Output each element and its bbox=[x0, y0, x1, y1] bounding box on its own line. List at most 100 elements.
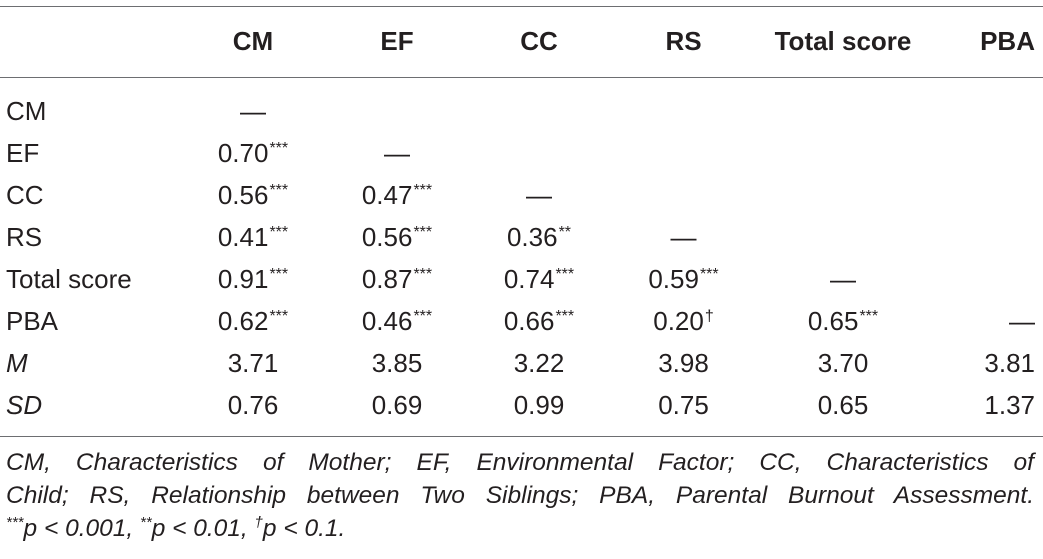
table-cell bbox=[929, 132, 1043, 174]
cell-value: — bbox=[1009, 305, 1035, 336]
cell-value: 0.69 bbox=[371, 389, 423, 420]
significance-mark: *** bbox=[413, 307, 433, 325]
table-cell: 0.66*** bbox=[468, 300, 610, 342]
table-cell: — bbox=[180, 76, 326, 132]
table-cell: — bbox=[610, 216, 757, 258]
table-row: Total score 0.91*** 0.87*** 0.74*** 0.59*** — bbox=[0, 258, 1043, 300]
significance-text: p < 0.1. bbox=[262, 515, 346, 542]
correlation-table: CM EF CC RS Total score PBA CM — EF 0.70*** — CC 0.… bbox=[0, 0, 1043, 426]
significance-mark: ** bbox=[140, 514, 152, 531]
table-cell: 0.69 bbox=[326, 384, 468, 426]
header-cell-blank bbox=[0, 0, 180, 76]
table-row: PBA 0.62*** 0.46*** 0.66*** 0.20† 0.65*** — bbox=[0, 300, 1043, 342]
cell-value: 0.87 bbox=[361, 263, 413, 294]
table-cell: 0.65*** bbox=[757, 300, 929, 342]
cell-value: — bbox=[830, 263, 856, 294]
cell-value: 0.91 bbox=[217, 263, 269, 294]
bottom-rule bbox=[0, 436, 1043, 437]
table-cell: 0.76 bbox=[180, 384, 326, 426]
cell-value: 0.56 bbox=[217, 179, 269, 210]
cell-value: 0.59 bbox=[648, 263, 699, 294]
significance-mark: *** bbox=[269, 139, 289, 157]
cell-value: 3.70 bbox=[817, 347, 869, 378]
significance-mark: *** bbox=[269, 265, 289, 283]
significance-mark: *** bbox=[269, 307, 289, 325]
table-body: CM — EF 0.70*** — CC 0.56*** 0.47*** — RS 0.41*** 0… bbox=[0, 76, 1043, 426]
cell-value: 0.36 bbox=[506, 221, 558, 252]
footnote-line-1: CM, Characteristics of Mother; EF, Envir… bbox=[6, 449, 1034, 476]
footnote-line-3: ***p < 0.001, **p < 0.01, †p < 0.1. bbox=[6, 512, 1034, 545]
column-header: CM bbox=[232, 25, 274, 56]
significance-mark: *** bbox=[269, 223, 289, 241]
table-cell: 3.81 bbox=[929, 342, 1043, 384]
table-cell bbox=[757, 216, 929, 258]
cell-value: 0.20 bbox=[653, 305, 704, 336]
table-cell: 0.56*** bbox=[180, 174, 326, 216]
table-cell: — bbox=[326, 132, 468, 174]
table-cell: 0.20† bbox=[610, 300, 757, 342]
table-cell: 3.85 bbox=[326, 342, 468, 384]
cell-value: 0.62 bbox=[217, 305, 269, 336]
significance-mark: *** bbox=[269, 181, 289, 199]
cell-value: 0.76 bbox=[227, 389, 279, 420]
significance-mark: † bbox=[254, 514, 263, 531]
significance-mark: *** bbox=[413, 223, 433, 241]
significance-mark: † bbox=[704, 307, 714, 325]
table-cell: 0.91*** bbox=[180, 258, 326, 300]
row-label: RS bbox=[6, 221, 43, 252]
table-cell bbox=[757, 76, 929, 132]
row-label: SD bbox=[6, 389, 43, 420]
row-label: CC bbox=[6, 179, 44, 210]
significance-mark: *** bbox=[413, 265, 433, 283]
table-cell bbox=[929, 258, 1043, 300]
significance-mark: ** bbox=[558, 223, 572, 241]
row-label: Total score bbox=[6, 263, 132, 294]
table-cell: 0.75 bbox=[610, 384, 757, 426]
table-cell bbox=[610, 76, 757, 132]
table-row: CC 0.56*** 0.47*** — bbox=[0, 174, 1043, 216]
table-cell: 1.37 bbox=[929, 384, 1043, 426]
cell-value: 0.70 bbox=[217, 137, 269, 168]
column-header: EF bbox=[380, 25, 414, 56]
table-cell bbox=[757, 174, 929, 216]
table-cell bbox=[468, 132, 610, 174]
table-cell: — bbox=[929, 300, 1043, 342]
table-cell: 0.41*** bbox=[180, 216, 326, 258]
table-cell: 0.99 bbox=[468, 384, 610, 426]
table-cell bbox=[468, 76, 610, 132]
significance-mark: *** bbox=[555, 265, 575, 283]
cell-value: 0.41 bbox=[217, 221, 269, 252]
cell-value: 0.75 bbox=[658, 389, 709, 420]
column-header: RS bbox=[665, 25, 702, 56]
cell-value: 0.56 bbox=[361, 221, 413, 252]
table-cell bbox=[929, 174, 1043, 216]
row-label: PBA bbox=[6, 305, 59, 336]
table-cell: 3.71 bbox=[180, 342, 326, 384]
significance-mark: *** bbox=[859, 307, 879, 325]
column-header: PBA bbox=[980, 25, 1035, 56]
row-label: CM bbox=[6, 95, 47, 126]
cell-value: 3.81 bbox=[984, 347, 1035, 378]
table-cell: 0.56*** bbox=[326, 216, 468, 258]
table-cell bbox=[929, 216, 1043, 258]
cell-value: 0.99 bbox=[513, 389, 565, 420]
significance-mark: *** bbox=[555, 307, 575, 325]
table-cell: 0.62*** bbox=[180, 300, 326, 342]
cell-value: — bbox=[670, 221, 697, 252]
table-row: M 3.71 3.85 3.22 3.98 3.70 3.81 bbox=[0, 342, 1043, 384]
cell-value: — bbox=[384, 137, 410, 168]
table-cell: 0.47*** bbox=[326, 174, 468, 216]
cell-value: 0.46 bbox=[361, 305, 413, 336]
cell-value: 0.74 bbox=[503, 263, 555, 294]
table-cell bbox=[610, 174, 757, 216]
significance-text: p < 0.01, bbox=[151, 515, 255, 542]
table-row: SD 0.76 0.69 0.99 0.75 0.65 1.37 bbox=[0, 384, 1043, 426]
table-cell: 0.36** bbox=[468, 216, 610, 258]
column-header: CC bbox=[520, 25, 558, 56]
cell-value: — bbox=[526, 179, 552, 210]
cell-value: 3.98 bbox=[658, 347, 709, 378]
table-cell: — bbox=[468, 174, 610, 216]
table-cell: 0.87*** bbox=[326, 258, 468, 300]
top-rule bbox=[0, 6, 1043, 7]
significance-mark: *** bbox=[6, 514, 24, 531]
